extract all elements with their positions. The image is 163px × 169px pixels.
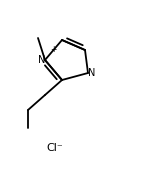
Text: N: N: [88, 68, 95, 78]
Text: Cl⁻: Cl⁻: [47, 143, 63, 153]
Text: +: +: [50, 45, 56, 54]
Text: N: N: [38, 55, 45, 65]
